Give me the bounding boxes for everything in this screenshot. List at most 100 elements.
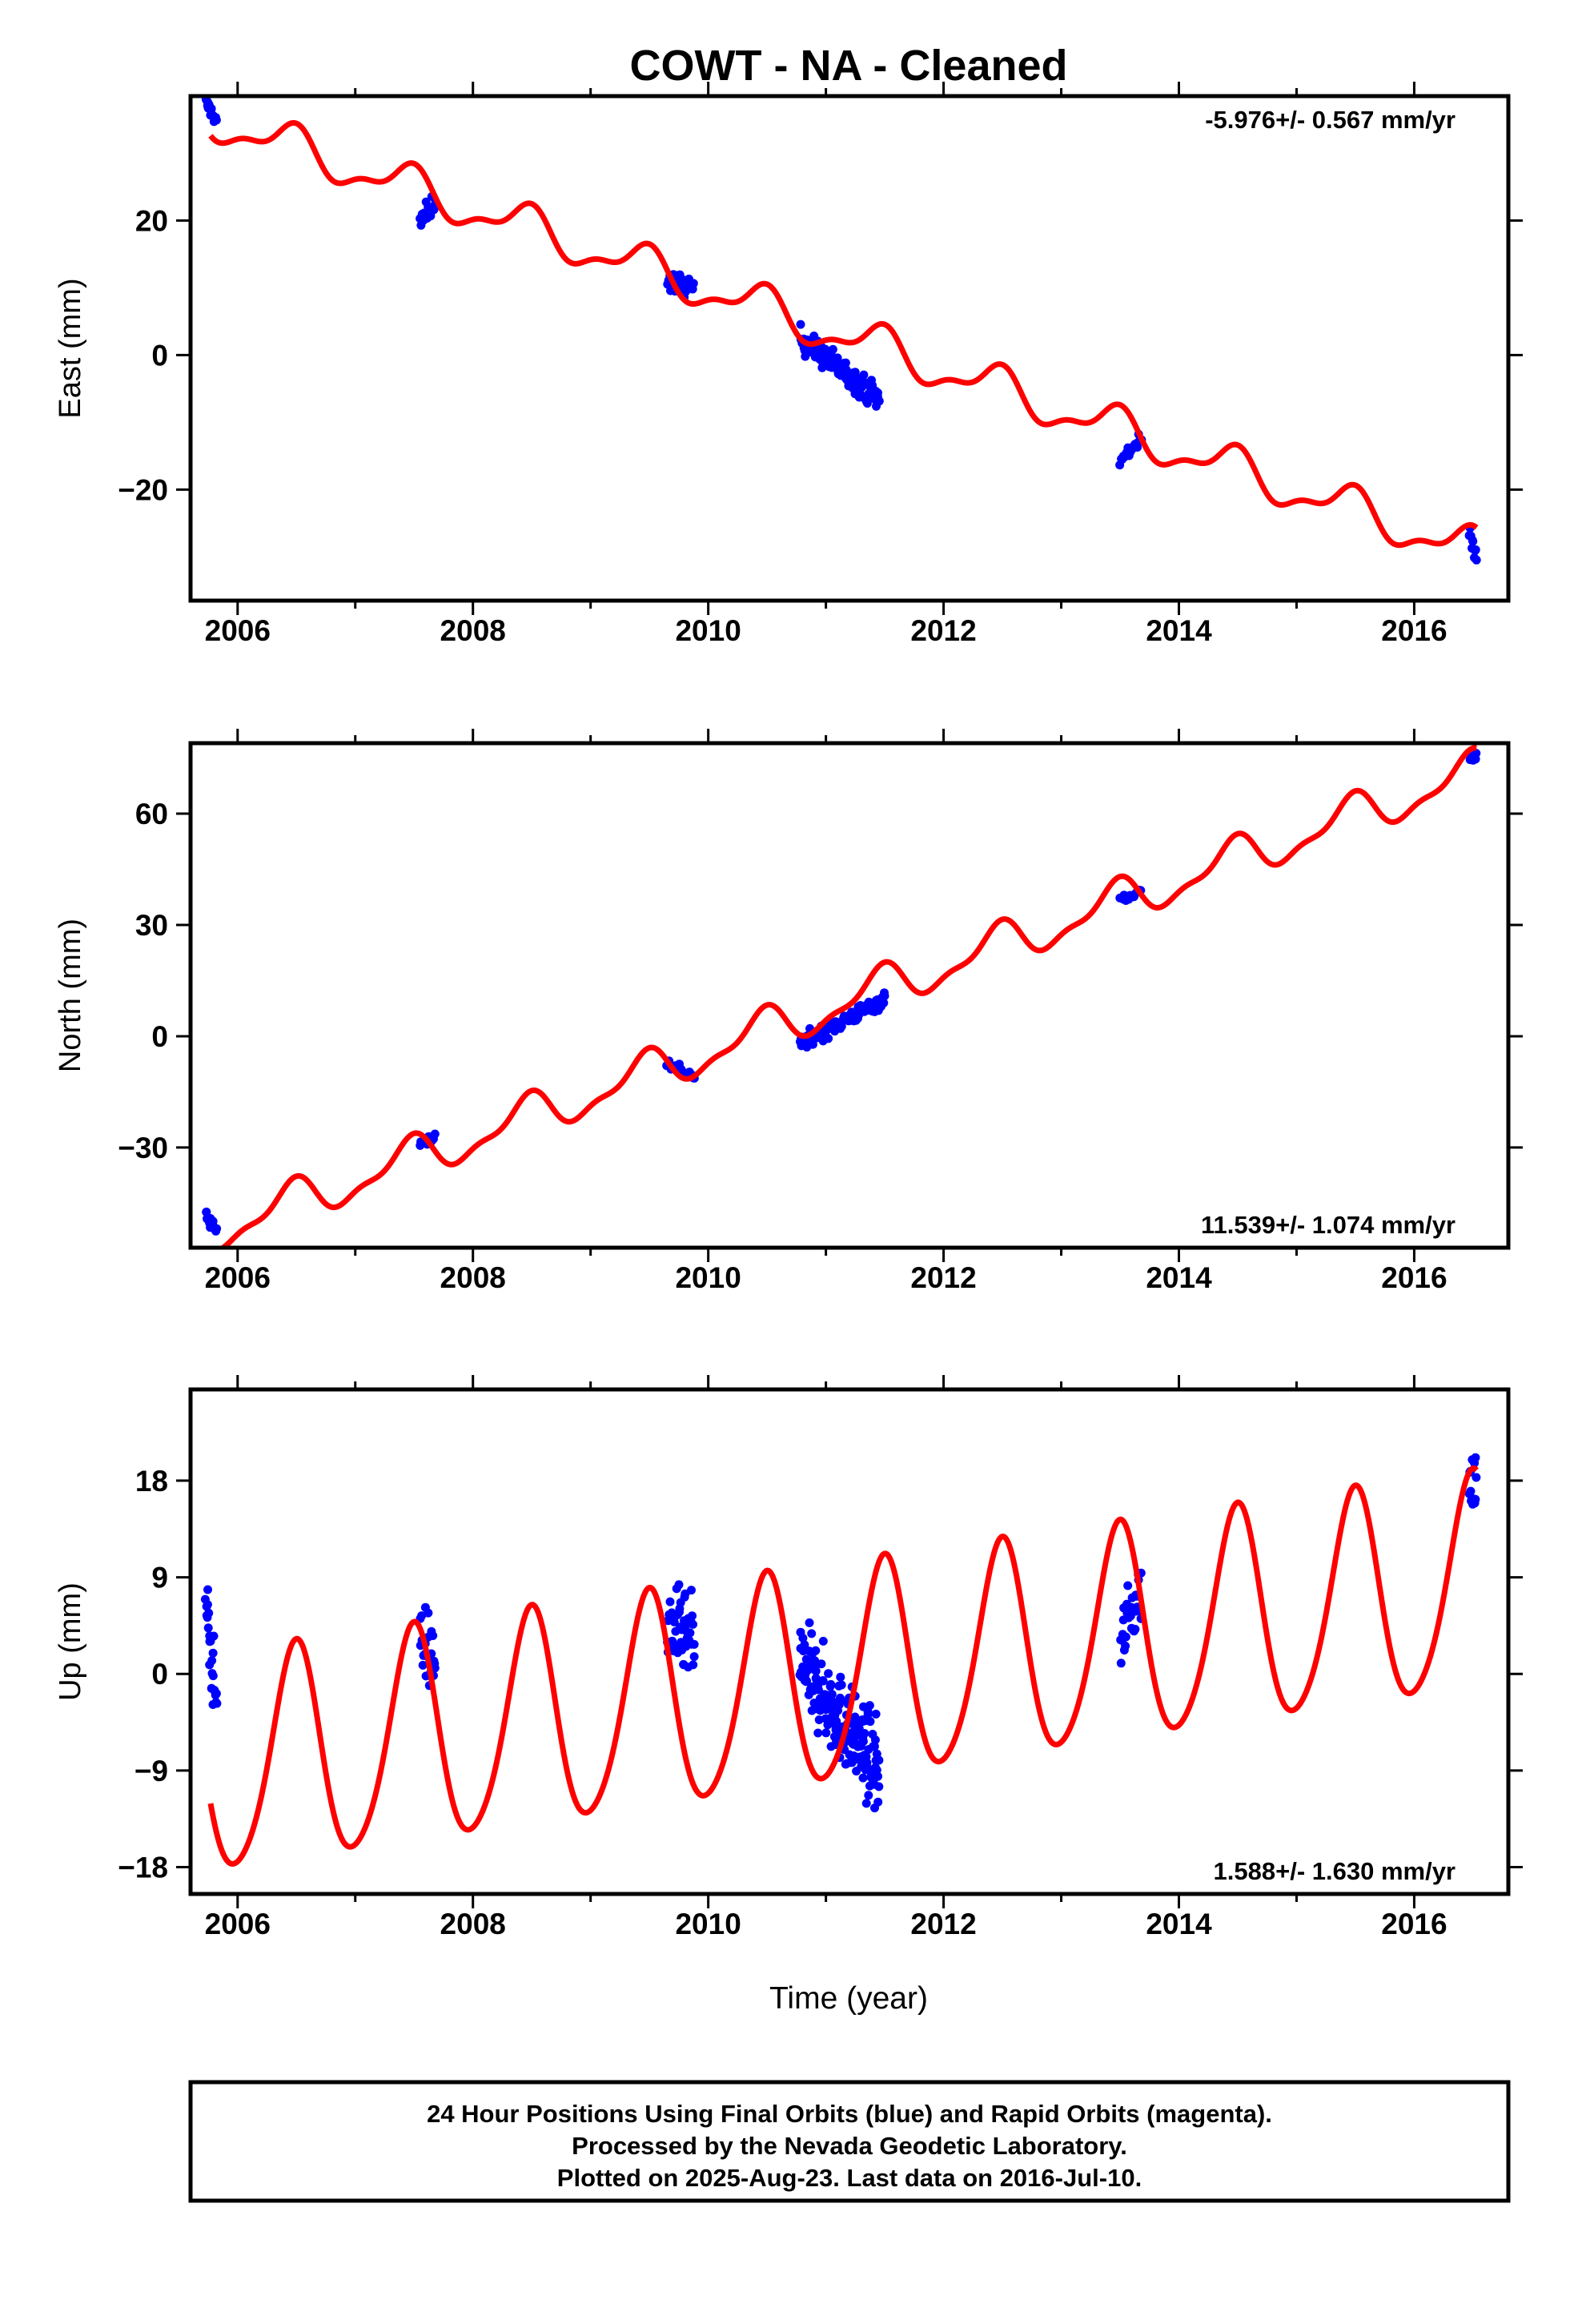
data-point (1466, 1486, 1476, 1496)
data-point (1121, 1641, 1130, 1651)
x-tick-label: 2016 (1381, 614, 1447, 647)
data-point (207, 1656, 217, 1666)
data-point (689, 1652, 699, 1662)
y-tick-label: 20 (135, 204, 168, 237)
data-point (870, 1735, 880, 1745)
y-tick-label: −9 (135, 1755, 168, 1787)
data-point (688, 1611, 697, 1621)
data-point (211, 1689, 221, 1699)
data-point (807, 1629, 817, 1638)
data-point (871, 1709, 881, 1719)
data-point (685, 1628, 695, 1638)
x-tick-label: 2006 (205, 1908, 271, 1940)
data-point (1123, 1581, 1133, 1590)
data-point (874, 1755, 884, 1765)
data-point (665, 1597, 675, 1606)
panel-up: 2006 2008 2010 2012 2014 2016 −18 −9 0 9 18 Up (mm)… (54, 1375, 1523, 1940)
data-point (858, 1773, 868, 1783)
model-fit-line-north (209, 745, 1479, 1248)
x-axis-label: Time (year) (769, 1981, 928, 2016)
x-tick-label: 2014 (1146, 614, 1212, 647)
data-point (810, 1656, 820, 1666)
data-point (824, 1669, 833, 1679)
data-point (862, 399, 872, 408)
data-point (817, 1659, 826, 1669)
y-tick-label: 60 (135, 798, 168, 830)
data-point (811, 1667, 821, 1676)
data-point (674, 1580, 684, 1590)
x-tick-label: 2016 (1381, 1908, 1447, 1940)
y-tick-label: 0 (151, 339, 168, 372)
y-axis-label: East (mm) (54, 278, 87, 418)
plot-frame-up (188, 1387, 1511, 1896)
data-point (821, 1728, 831, 1738)
y-tick-label: 18 (135, 1465, 168, 1498)
data-point (873, 1771, 882, 1781)
x-axis-east: 2006 2008 2010 2012 2014 2016 (205, 82, 1447, 647)
y-axis-label: North (mm) (54, 919, 87, 1072)
data-point (212, 1699, 222, 1708)
data-point (203, 1585, 212, 1594)
data-point (1116, 1659, 1126, 1668)
y-tick-label: −18 (118, 1851, 168, 1884)
data-point (211, 115, 221, 125)
x-tick-label: 2006 (205, 614, 271, 647)
rate-label: 1.588+/- 1.630 mm/yr (1214, 1857, 1456, 1885)
model-fit-line-up (207, 1465, 1479, 1867)
footer-line-3: Plotted on 2025-Aug-23. Last data on 201… (557, 2164, 1142, 2192)
data-point (850, 368, 860, 377)
y-axis-label: Up (mm) (54, 1582, 87, 1701)
data-point (874, 1782, 884, 1791)
data-point (836, 1672, 845, 1682)
data-point (418, 1660, 428, 1670)
data-point (861, 1799, 871, 1808)
data-point (669, 1617, 679, 1626)
footer-box (188, 2080, 1511, 2203)
data-point (429, 205, 439, 215)
y-tick-label: −20 (118, 473, 168, 506)
plot-frame-east (188, 94, 1511, 603)
y-tick-label: 0 (151, 1658, 168, 1691)
data-point (813, 1685, 823, 1695)
panel-north: 2006 2008 2010 2012 2014 2016 −30 0 30 60 North (m… (54, 729, 1523, 1294)
data-point (841, 358, 850, 368)
x-tick-label: 2008 (440, 1908, 506, 1940)
data-point (805, 1618, 814, 1627)
y-tick-label: −30 (118, 1132, 168, 1164)
x-axis-north: 2006 2008 2010 2012 2014 2016 (205, 729, 1447, 1294)
data-point (826, 1679, 836, 1689)
data-point (798, 1634, 808, 1642)
data-point (1130, 1624, 1140, 1634)
x-tick-label: 2006 (205, 1261, 271, 1294)
data-point (1471, 1494, 1480, 1504)
data-point (430, 1129, 440, 1139)
data-point (689, 279, 698, 288)
x-tick-label: 2008 (440, 1261, 506, 1294)
panel-east: 2006 2008 2010 2012 2014 2016 −20 0 20 East (mm) -… (54, 82, 1523, 647)
data-points-east (201, 96, 1481, 565)
x-tick-label: 2012 (910, 1908, 976, 1940)
rate-label: 11.539+/- 1.074 mm/yr (1201, 1211, 1456, 1239)
data-point (808, 1039, 817, 1049)
data-point (811, 1646, 821, 1655)
data-point (865, 1717, 875, 1727)
data-point (208, 1648, 218, 1658)
data-point (1472, 749, 1481, 758)
data-point (687, 1586, 696, 1595)
data-point (879, 998, 889, 1007)
data-point (860, 1729, 869, 1738)
data-point (836, 1696, 845, 1705)
data-point (859, 370, 869, 380)
x-tick-label: 2012 (910, 614, 976, 647)
data-point (208, 1216, 218, 1226)
data-point (880, 991, 889, 1001)
data-points-up (200, 1453, 1481, 1813)
y-axis-up: −18 −9 0 9 18 (118, 1465, 1523, 1884)
data-point (1121, 1632, 1130, 1642)
x-tick-label: 2012 (910, 1261, 976, 1294)
x-tick-label: 2008 (440, 614, 506, 647)
x-tick-label: 2014 (1146, 1261, 1212, 1294)
x-tick-label: 2014 (1146, 1908, 1212, 1940)
data-point (864, 1791, 873, 1800)
